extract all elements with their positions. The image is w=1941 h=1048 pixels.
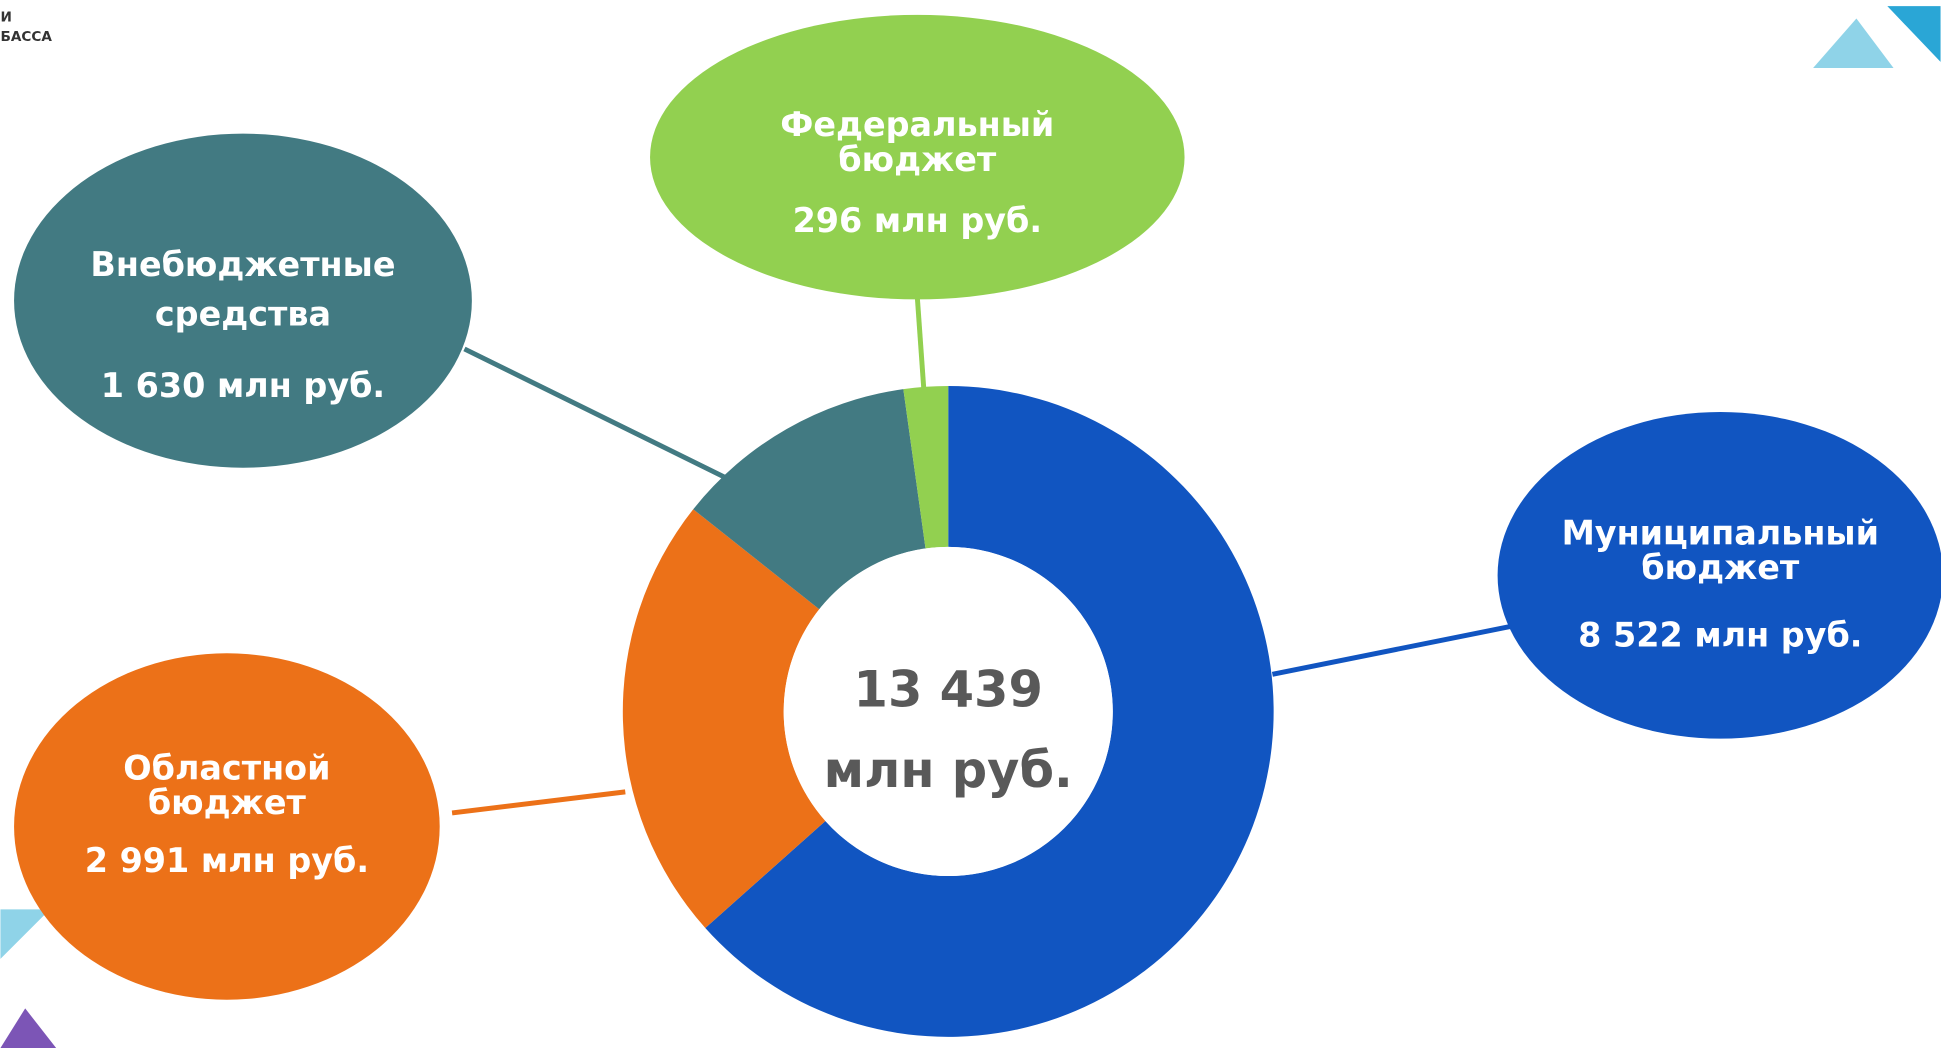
center-text: 13 439 [854, 660, 1043, 718]
value-label: 8 522 млн руб. [1578, 616, 1862, 655]
leader-line [914, 296, 928, 403]
category-label: Федеральный бюджет [780, 105, 1054, 179]
donut-segment [622, 509, 826, 928]
bubble [1497, 412, 1941, 739]
bubble [650, 14, 1185, 300]
decor [1813, 18, 1894, 69]
value-label: 296 млн руб. [793, 201, 1042, 240]
decor [1887, 6, 1941, 62]
leader-line [463, 346, 732, 483]
leader-line [451, 789, 626, 816]
decor [0, 1008, 57, 1048]
category-label: Внебюджетные средства [90, 245, 395, 333]
value-label: 2 991 млн руб. [85, 841, 369, 880]
donut-segment [705, 386, 1274, 1037]
value-label: 1 630 млн руб. [101, 366, 385, 405]
bubble [14, 653, 440, 1000]
donut-segment [693, 389, 926, 610]
leader-line [1271, 623, 1513, 677]
category-label: Областной бюджет [123, 748, 330, 822]
decor [0, 909, 50, 959]
donut-segment [903, 386, 949, 549]
center-text: млн руб. [824, 741, 1073, 799]
donut-hole [783, 546, 1113, 877]
logo-text: БАССА [0, 29, 52, 45]
logo-text: И [0, 9, 11, 25]
category-label: Муниципальный бюджет [1562, 513, 1879, 587]
bubble [14, 133, 472, 468]
